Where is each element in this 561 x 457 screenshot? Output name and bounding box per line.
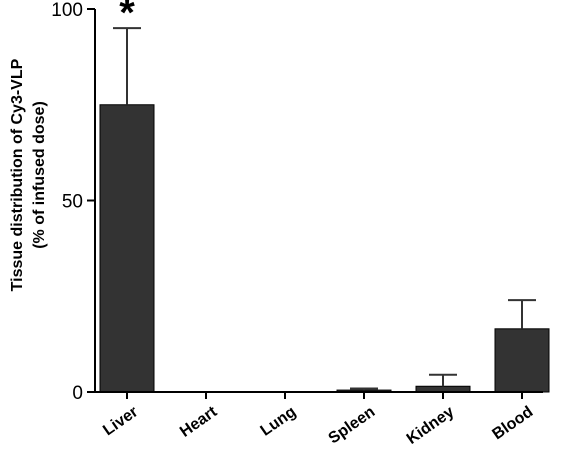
x-tick-label-heart: Heart — [177, 403, 221, 441]
y-axis-label-line1: Tissue distribution of Cy3-VLP — [9, 58, 26, 291]
bars-group — [99, 104, 550, 393]
y-tick-label-0: 0 — [72, 383, 83, 404]
error-bars-group — [113, 27, 536, 391]
bar-liver — [99, 104, 155, 393]
axes-group — [87, 8, 543, 399]
x-tick-label-lung: Lung — [258, 403, 300, 439]
y-tick-label-100: 100 — [51, 0, 83, 21]
x-tick-label-liver: Liver — [100, 403, 141, 439]
y-tick-label-50: 50 — [62, 192, 83, 213]
x-tick-label-spleen: Spleen — [326, 403, 379, 447]
bar-blood — [494, 328, 550, 393]
x-tick-label-blood: Blood — [489, 403, 536, 443]
y-axis-label-line2: (% of infused dose) — [31, 101, 48, 249]
significance-asterisk: * — [119, 0, 135, 35]
x-tick-label-kidney: Kidney — [404, 403, 458, 448]
